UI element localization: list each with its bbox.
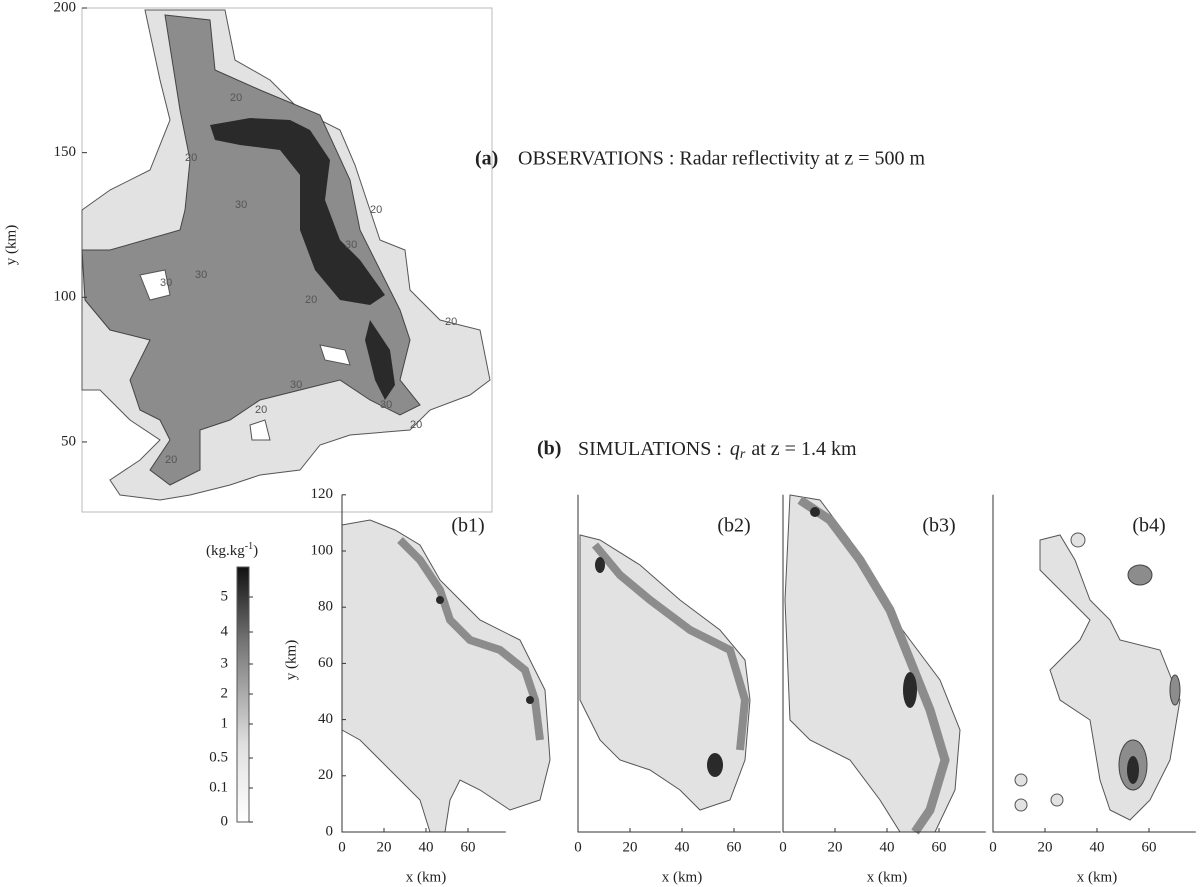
x-tick-label: 60 — [461, 839, 476, 855]
y-tick-label: 50 — [61, 433, 76, 449]
y-tick-label: 20 — [318, 767, 333, 783]
x-tick-label: 40 — [880, 839, 895, 855]
x-axis-label: x (km) — [1077, 869, 1117, 885]
x-tick-label: 0 — [338, 839, 346, 855]
x-tick-label: 20 — [1038, 839, 1053, 855]
contour-label: 20 — [305, 294, 317, 306]
contour-label: 20 — [165, 454, 177, 466]
contour-label: 20 — [230, 92, 242, 104]
contour-label: 20 — [410, 419, 422, 431]
radar-map — [81, 7, 493, 513]
colorbar-tick-label: 0 — [221, 813, 229, 829]
colorbar-tick-label: 2 — [221, 685, 229, 701]
contour-label: 20 — [445, 316, 457, 328]
y-tick-label: 100 — [54, 289, 77, 305]
y-tick-label: 150 — [54, 144, 77, 160]
contour-label: 20 — [255, 404, 267, 416]
y-axis-label: y (km) — [3, 225, 19, 265]
x-tick-label: 0 — [574, 839, 582, 855]
y-tick-label: 120 — [311, 486, 334, 502]
panel-a-title: OBSERVATIONS : Radar reflectivity at z =… — [518, 148, 925, 170]
x-tick-label: 60 — [727, 839, 742, 855]
colorbar-tick-label: 0.5 — [209, 749, 228, 765]
y-axis-label: y (km) — [283, 640, 299, 680]
x-tick-label: 40 — [675, 839, 690, 855]
x-tick-label: 60 — [932, 839, 947, 855]
y-tick-label: 80 — [318, 599, 333, 615]
colorbar — [236, 566, 250, 823]
colorbar-tick-label: 0.1 — [209, 779, 228, 795]
contour-label: 30 — [345, 239, 357, 251]
x-tick-label: 0 — [779, 839, 787, 855]
x-tick-label: 0 — [989, 839, 997, 855]
colorbar-tick-label: 4 — [221, 623, 229, 639]
x-tick-label: 40 — [419, 839, 434, 855]
subpanel-label: (b4) — [1132, 515, 1165, 537]
contour-label: 30 — [195, 269, 207, 281]
contour-label: 30 — [160, 277, 172, 289]
x-tick-label: 60 — [1142, 839, 1157, 855]
y-tick-label: 100 — [311, 542, 334, 558]
colorbar-tick-label: 1 — [221, 715, 229, 731]
x-tick-label: 20 — [828, 839, 843, 855]
subpanel-label: (b1) — [451, 515, 484, 537]
y-tick-label: 200 — [54, 0, 77, 15]
simulation-maps — [341, 494, 1181, 835]
panel-a-label: (a) — [475, 148, 498, 170]
x-tick-label: 20 — [377, 839, 392, 855]
contour-label: 20 — [185, 152, 197, 164]
panel-b-label: (b) — [537, 438, 561, 460]
colorbar-tick-label: 5 — [221, 588, 229, 604]
contour-label: 30 — [235, 199, 247, 211]
y-tick-label: 40 — [318, 711, 333, 727]
x-axis-label: x (km) — [662, 869, 702, 885]
colorbar-tick-label: 3 — [221, 655, 229, 671]
x-tick-label: 20 — [623, 839, 638, 855]
subpanel-label: (b2) — [717, 515, 750, 537]
y-tick-label: 60 — [318, 655, 333, 671]
y-tick-label: 0 — [326, 823, 334, 839]
x-axis-label: x (km) — [867, 869, 907, 885]
x-axis-label: x (km) — [406, 869, 446, 885]
contour-label: 30 — [380, 399, 392, 411]
panel-b-title: SIMULATIONS : qr at z = 1.4 km — [578, 438, 857, 463]
subpanel-label: (b3) — [922, 515, 955, 537]
x-tick-label: 40 — [1090, 839, 1105, 855]
contour-label: 20 — [370, 204, 382, 216]
colorbar-unit: (kg.kg-1) — [206, 541, 258, 559]
contour-label: 30 — [290, 379, 302, 391]
